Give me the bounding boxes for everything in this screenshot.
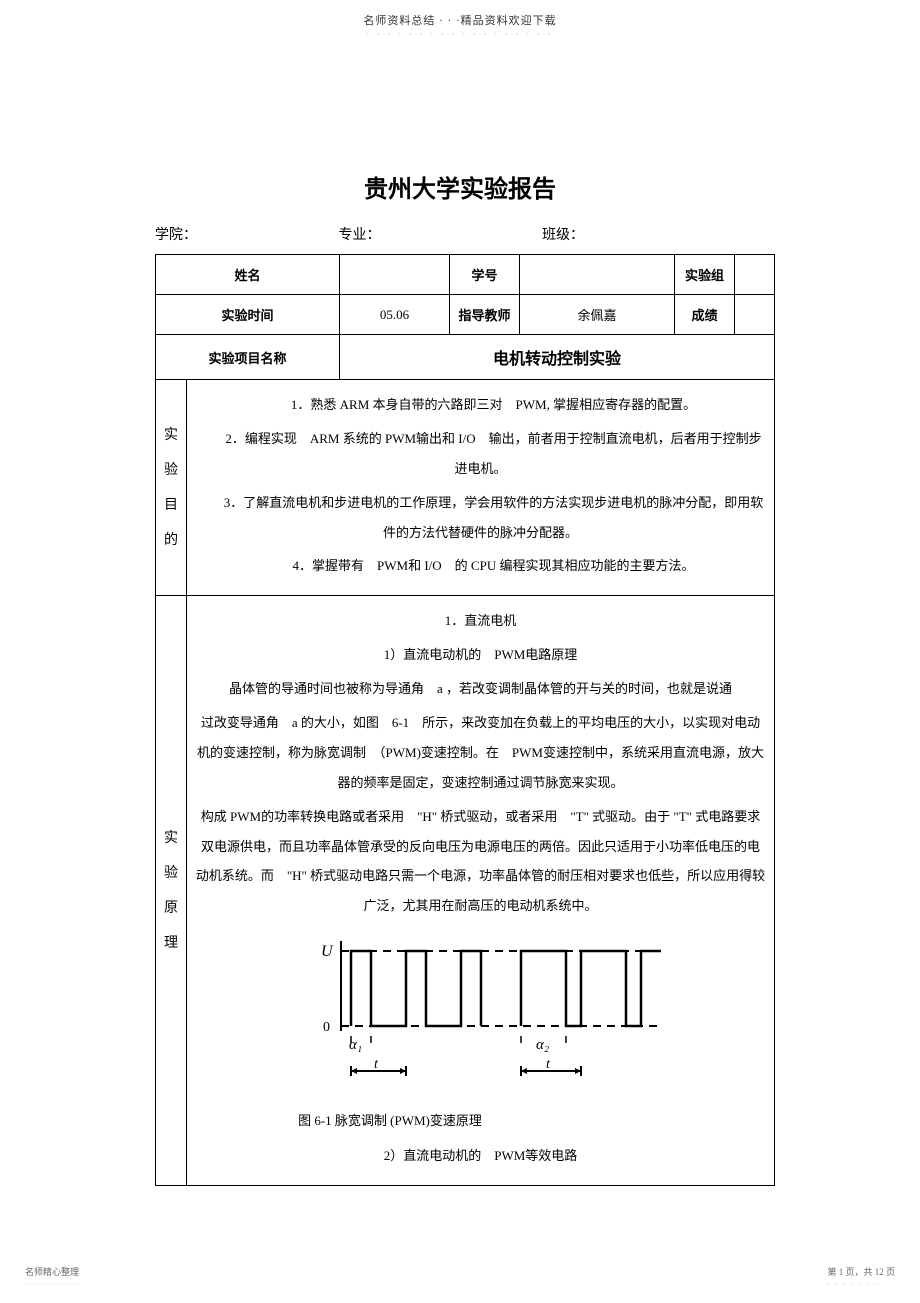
student-id-value xyxy=(520,255,675,295)
time-label: 实验时间 xyxy=(156,295,340,335)
group-value xyxy=(735,255,775,295)
report-table: 姓名 学号 实验组 实验时间 05.06 指导教师 余佩嘉 成绩 实验项目名称 … xyxy=(155,254,775,1186)
class-label: 班级： xyxy=(542,224,584,244)
name-label: 姓名 xyxy=(156,255,340,295)
principle-p5: 构成 PWM的功率转换电路或者采用 "H" 桥式驱动，或者采用 "T" 式驱动。… xyxy=(195,802,766,922)
table-row: 实验原理 1．直流电机 1）直流电动机的 PWM电路原理 晶体管的导通时间也被称… xyxy=(156,596,775,1186)
name-value xyxy=(340,255,450,295)
grade-value xyxy=(735,295,775,335)
principle-p6: 2）直流电动机的 PWM等效电路 xyxy=(195,1141,766,1171)
header-text: 名师资料总结 · · ·精品资料欢迎下载 xyxy=(0,0,920,28)
footer-left: 名师精心整理 · · · · · · · xyxy=(25,1265,79,1288)
principle-p3: 晶体管的导通时间也被称为导通角 a ，若改变调制晶体管的开与关的时间，也就是说通 xyxy=(195,674,766,704)
group-label: 实验组 xyxy=(675,255,735,295)
page-title: 贵州大学实验报告 xyxy=(0,169,920,204)
footer-right: 第 1 页，共 12 页 · · · · · · · xyxy=(827,1265,895,1288)
header-dots: · · · · · · · · · · · · · · · · · · xyxy=(0,30,920,39)
project-label: 实验项目名称 xyxy=(156,335,340,380)
pwm-waveform-svg: U 0 α₁ xyxy=(301,931,671,1091)
purpose-p2: 2．编程实现 ARM 系统的 PWM输出和 I/O 输出，前者用于控制直流电机，… xyxy=(195,424,766,484)
table-row: 实验目的 1．熟悉 ARM 本身自带的六路即三对 PWM, 掌握相应寄存器的配置… xyxy=(156,380,775,596)
principle-content: 1．直流电机 1）直流电动机的 PWM电路原理 晶体管的导通时间也被称为导通角 … xyxy=(187,596,775,1186)
instructor-value: 余佩嘉 xyxy=(520,295,675,335)
instructor-label: 指导教师 xyxy=(450,295,520,335)
purpose-p3: 3．了解直流电机和步进电机的工作原理，学会用软件的方法实现步进电机的脉冲分配，即… xyxy=(195,488,766,548)
project-value: 电机转动控制实验 xyxy=(340,335,775,380)
principle-p4: 过改变导通角 a 的大小，如图 6-1 所示，来改变加在负载上的平均电压的大小，… xyxy=(195,708,766,798)
footer-right-text: 第 1 页，共 12 页 xyxy=(827,1267,895,1277)
figure-caption: 图 6-1 脉宽调制 (PWM)变速原理 xyxy=(205,1106,575,1136)
major-label: 专业： xyxy=(339,224,539,244)
grade-label: 成绩 xyxy=(675,295,735,335)
u-label: U xyxy=(321,943,334,960)
table-row: 实验时间 05.06 指导教师 余佩嘉 成绩 xyxy=(156,295,775,335)
footer-right-dots: · · · · · · · xyxy=(827,1280,880,1288)
t-label-2: t xyxy=(546,1057,551,1072)
alpha2-label: α₂ xyxy=(536,1037,549,1053)
table-row: 姓名 学号 实验组 xyxy=(156,255,775,295)
footer-left-dots: · · · · · · · xyxy=(25,1280,78,1288)
principle-p1: 1．直流电机 xyxy=(195,606,766,636)
time-value: 05.06 xyxy=(340,295,450,335)
principle-pLM2: 1）直流电动机的 PWM电路原理 xyxy=(195,640,766,670)
student-id-label: 学号 xyxy=(450,255,520,295)
pwm-figure: U 0 α₁ xyxy=(205,931,766,1136)
purpose-content: 1．熟悉 ARM 本身自带的六路即三对 PWM, 掌握相应寄存器的配置。 2．编… xyxy=(187,380,775,596)
subheader-line: 学院： 专业： 班级： xyxy=(155,224,920,244)
principle-label: 实验原理 xyxy=(156,596,187,1186)
zero-label: 0 xyxy=(323,1020,330,1035)
purpose-p4: 4．掌握带有 PWM和 I/O 的 CPU 编程实现其相应功能的主要方法。 xyxy=(195,551,766,581)
college-label: 学院： xyxy=(155,224,335,244)
footer-left-text: 名师精心整理 xyxy=(25,1267,79,1277)
table-row: 实验项目名称 电机转动控制实验 xyxy=(156,335,775,380)
t-label-1: t xyxy=(374,1057,379,1072)
purpose-label: 实验目的 xyxy=(156,380,187,596)
purpose-p1: 1．熟悉 ARM 本身自带的六路即三对 PWM, 掌握相应寄存器的配置。 xyxy=(195,390,766,420)
